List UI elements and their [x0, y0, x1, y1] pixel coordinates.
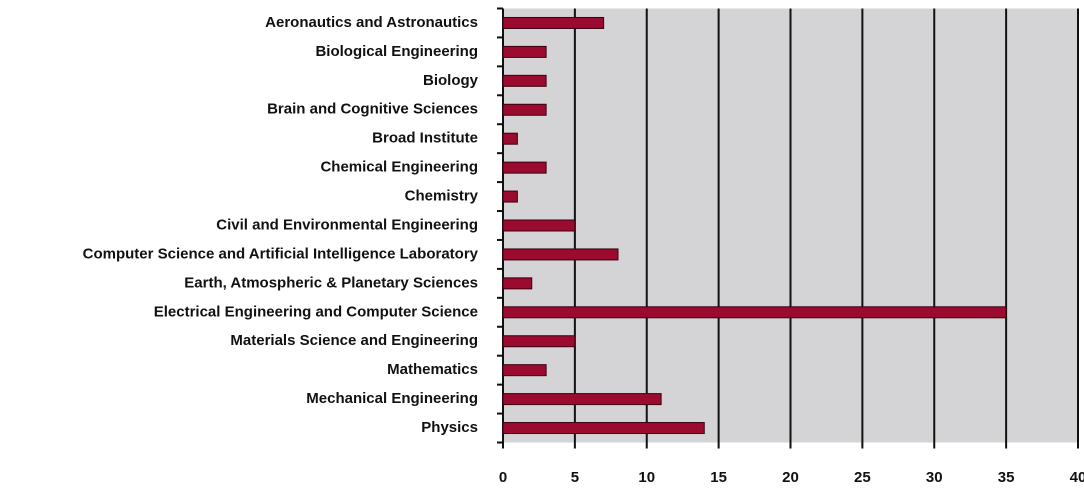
y-tick-label: Chemical Engineering: [320, 159, 478, 176]
y-tick-label: Biology: [423, 72, 479, 89]
y-tick-label: Earth, Atmospheric & Planetary Sciences: [184, 274, 478, 291]
x-tick-label: 15: [710, 469, 727, 486]
y-tick-label: Biological Engineering: [315, 43, 478, 60]
bar: [502, 422, 705, 435]
x-tick-label: 10: [638, 469, 655, 486]
bar: [502, 335, 576, 348]
x-tick-label: 40: [1070, 469, 1084, 486]
bar: [502, 364, 547, 377]
bar: [502, 74, 547, 87]
y-tick-label: Computer Science and Artificial Intellig…: [83, 245, 479, 262]
y-tick-label: Broad Institute: [372, 130, 478, 147]
y-tick-label: Physics: [421, 419, 478, 436]
bar: [502, 132, 518, 145]
bar: [502, 393, 662, 406]
bar: [502, 248, 619, 261]
x-tick-label: 5: [571, 469, 579, 486]
bar: [502, 16, 605, 29]
bar: [502, 45, 547, 58]
x-tick-label: 25: [854, 469, 871, 486]
bar: [502, 161, 547, 174]
y-tick-label: Materials Science and Engineering: [230, 332, 478, 349]
bar: [502, 306, 1007, 319]
y-tick-label: Aeronautics and Astronautics: [265, 14, 478, 31]
y-tick-label: Electrical Engineering and Computer Scie…: [154, 303, 478, 320]
y-tick-label: Chemistry: [405, 188, 479, 205]
x-tick-label: 30: [926, 469, 943, 486]
y-tick-label: Brain and Cognitive Sciences: [267, 101, 478, 118]
x-tick-label: 35: [998, 469, 1015, 486]
x-tick-label: 20: [782, 469, 799, 486]
bar: [502, 219, 576, 232]
bar: [502, 277, 533, 290]
x-tick-label: 0: [499, 469, 507, 486]
y-tick-label: Civil and Environmental Engineering: [216, 216, 478, 233]
y-tick-label: Mechanical Engineering: [306, 390, 478, 407]
bar: [502, 103, 547, 116]
bar: [502, 190, 518, 203]
y-tick-label: Mathematics: [387, 361, 478, 378]
